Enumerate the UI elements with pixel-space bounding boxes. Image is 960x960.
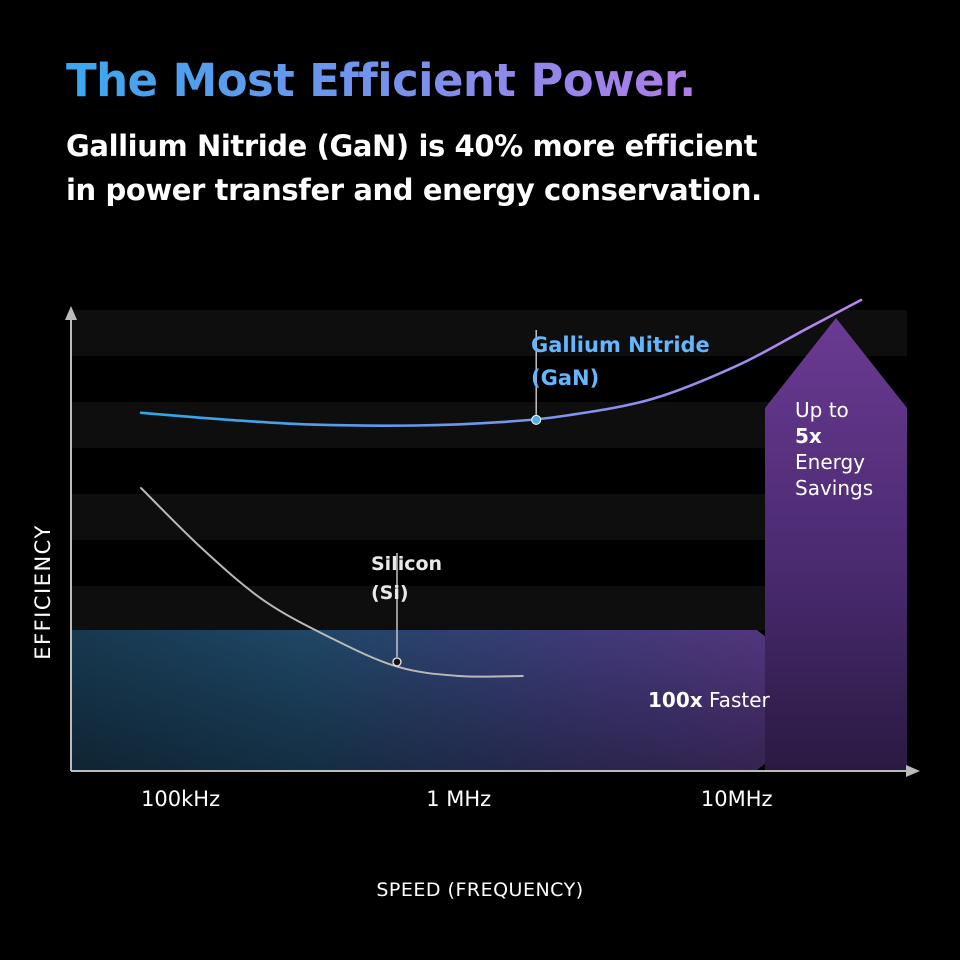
- x-tick-label: 10MHz: [701, 787, 773, 811]
- series-line-gan: [139, 298, 863, 427]
- savings-line-3: Energy: [795, 450, 865, 474]
- faster-text: Faster: [703, 688, 771, 712]
- faster-band: [72, 630, 845, 770]
- silicon-label-line-1: Silicon: [371, 553, 442, 575]
- savings-line-4: Savings: [795, 476, 873, 500]
- gan-marker-point: [531, 414, 542, 425]
- savings-line-2: 5x: [795, 424, 822, 448]
- axes: [65, 306, 920, 777]
- faster-bold: 100x: [648, 688, 703, 712]
- gan-label-line-2: (GaN): [531, 366, 599, 390]
- gan-label-line-1: Gallium Nitride: [531, 333, 710, 357]
- subtitle-line-2: in power transfer and energy conservatio…: [66, 173, 762, 207]
- faster-annotation: 100x Faster: [648, 688, 771, 712]
- series-line-silicon: [140, 487, 524, 678]
- savings-line-1: Up to: [795, 398, 849, 422]
- x-axis-title: SPEED (FREQUENCY): [376, 879, 583, 901]
- page-subtitle: Gallium Nitride (GaN) is 40% more effici…: [66, 124, 906, 212]
- silicon-marker-point: [392, 657, 402, 667]
- savings-arrow: [765, 318, 907, 770]
- y-axis-title: EFFICIENCY: [31, 524, 55, 660]
- silicon-label-line-2: (Si): [371, 582, 409, 604]
- x-tick-label: 1 MHz: [426, 787, 491, 811]
- page-title: The Most Efficient Power.: [66, 54, 696, 107]
- x-tick-label: 100kHz: [141, 787, 220, 811]
- subtitle-line-1: Gallium Nitride (GaN) is 40% more effici…: [66, 129, 758, 163]
